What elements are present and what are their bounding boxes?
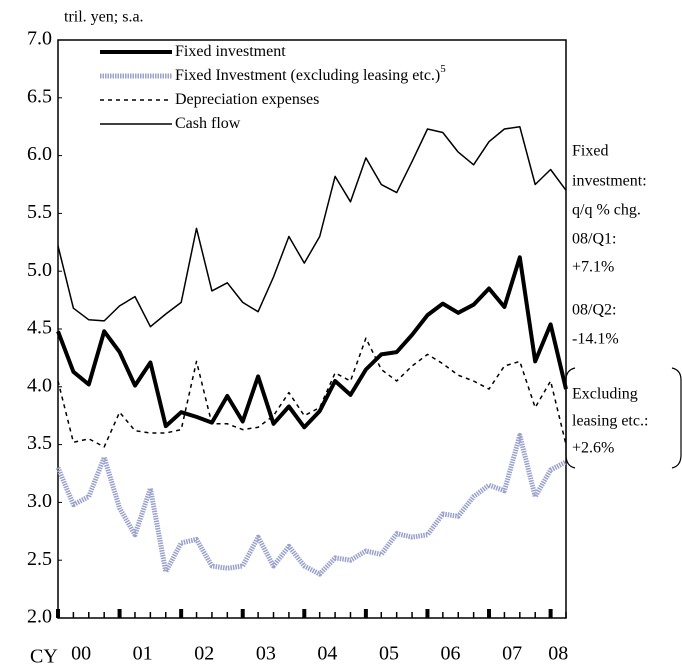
x-tick-label: 08 [548,643,568,665]
annotation: +7.1% [572,259,614,276]
y-tick-label: 5.0 [27,259,52,281]
annotation: +2.6% [572,440,614,457]
x-tick-label: 02 [194,643,214,665]
y-tick-label: 4.5 [27,317,52,339]
annotation: Excluding [572,386,638,403]
y-tick-label: 7.0 [27,28,52,50]
annotation: q/q % chg. [572,202,641,219]
legend-footnote: 5 [440,63,446,75]
legend-label: Cash flow [175,115,241,132]
x-tick-label: 00 [71,643,91,665]
series-line [57,337,567,448]
legend-label: Fixed Investment (excluding leasing etc.… [175,63,446,84]
annotation: leasing etc.: [572,413,648,430]
y-tick-label: 3.0 [27,490,52,512]
x-tick-label: 05 [379,643,399,665]
legend-name: Fixed investment [175,43,286,60]
series-line [57,125,567,328]
annotation: Fixed [572,143,608,160]
x-tick-label: 03 [256,643,276,665]
x-axis-prefix: CY [30,646,58,668]
y-tick-label: 3.5 [27,432,52,454]
annotation: 08/Q1: [572,231,616,248]
annotation: 08/Q2: [572,302,616,319]
y-axis-label: tril. yen; s.a. [64,9,144,26]
bracket-right [671,367,682,469]
bracket-left [565,367,576,469]
y-tick-label: 2.5 [27,548,52,570]
legend-label: Depreciation expenses [175,91,319,108]
annotation: -14.1% [572,331,619,348]
x-tick-label: 07 [502,643,522,665]
series-line [56,255,568,430]
y-tick-label: 6.0 [27,143,52,165]
y-tick-label: 2.0 [27,606,52,628]
x-tick-label: 01 [133,643,153,665]
y-tick-label: 4.0 [27,374,52,396]
legend-name: Fixed Investment (excluding leasing etc.… [175,67,440,84]
x-tick-label: 06 [441,643,461,665]
legend-name: Depreciation expenses [175,91,319,108]
y-tick-label: 6.5 [27,85,52,107]
y-tick-label: 5.5 [27,201,52,223]
legend-name: Cash flow [175,115,241,132]
annotation: investment: [572,173,647,190]
legend-label: Fixed investment [175,43,286,60]
series-line [55,432,568,577]
x-tick-label: 04 [317,643,337,665]
